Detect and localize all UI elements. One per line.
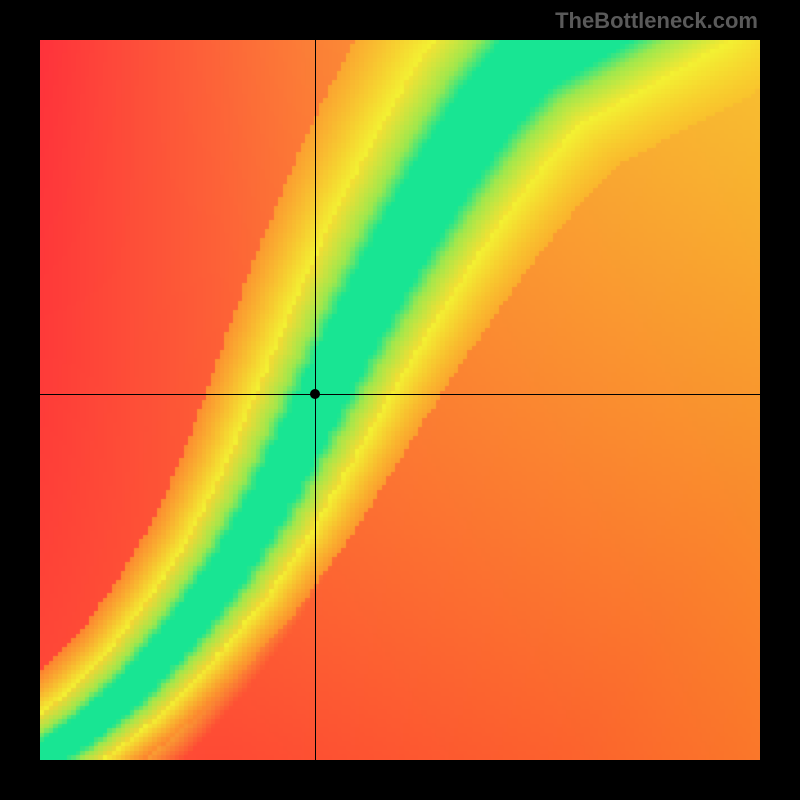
plot-area — [40, 40, 760, 760]
chart-container: { "type": "heatmap", "canvas": { "width"… — [0, 0, 800, 800]
heatmap-canvas — [40, 40, 760, 760]
watermark-text: TheBottleneck.com — [555, 8, 758, 34]
